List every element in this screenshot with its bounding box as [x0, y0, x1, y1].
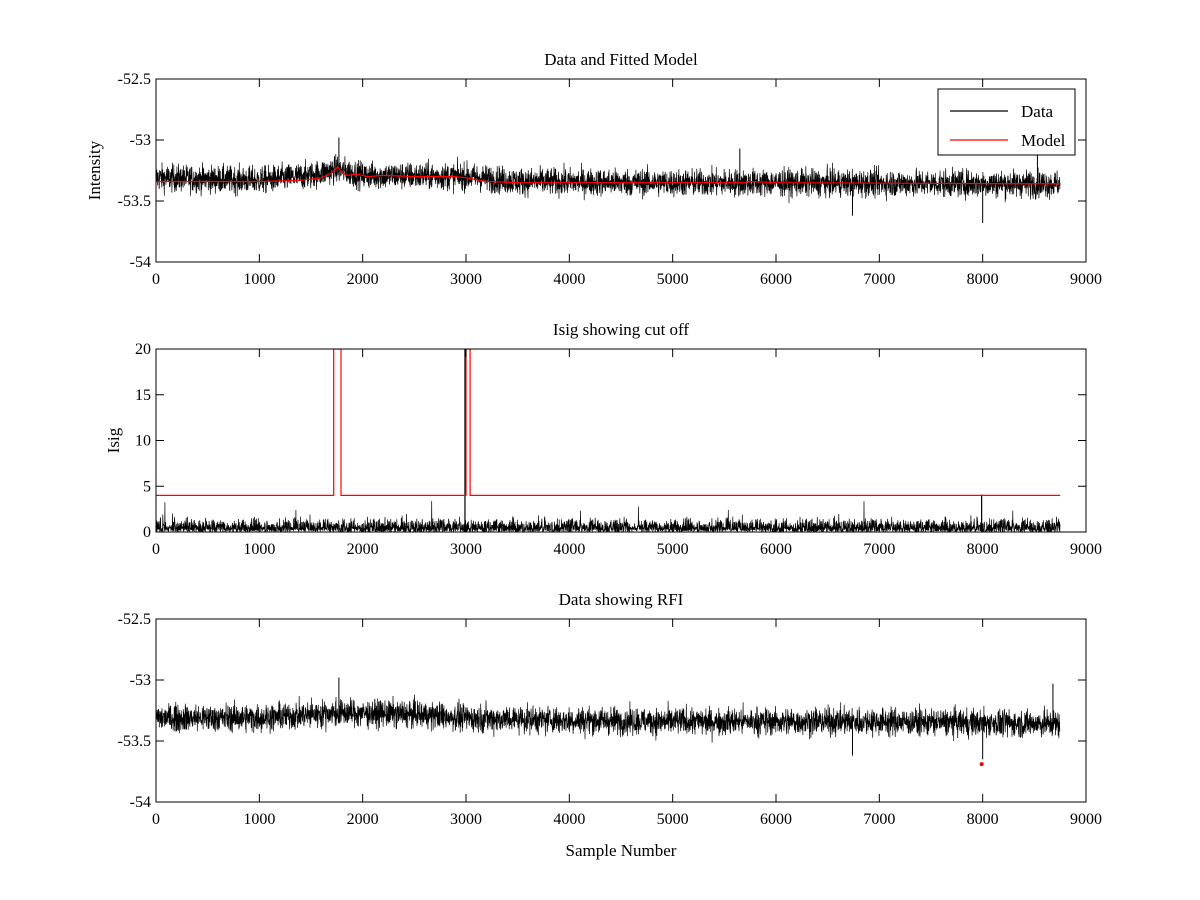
x-tick-label: 3000: [450, 811, 482, 828]
y-tick-label: 20: [135, 341, 151, 358]
x-tick-label: 1000: [243, 811, 275, 828]
y-tick-label: -53: [130, 132, 151, 149]
x-tick-label: 8000: [967, 811, 999, 828]
x-tick-label: 9000: [1070, 541, 1102, 558]
x-tick-label: 6000: [760, 811, 792, 828]
x-tick-label: 2000: [347, 811, 379, 828]
x-tick-label: 9000: [1070, 811, 1102, 828]
x-tick-label: 5000: [657, 541, 689, 558]
y-tick-label: -54: [130, 794, 151, 811]
y-tick-label: 5: [143, 478, 151, 495]
x-axis-label: Sample Number: [566, 841, 677, 860]
x-tick-label: 9000: [1070, 271, 1102, 288]
rfi-point: [979, 762, 984, 767]
axes-frame: [155, 78, 1087, 263]
x-tick-label: 6000: [760, 271, 792, 288]
legend-label-model: Model: [1021, 131, 1066, 150]
chart-title: Data and Fitted Model: [544, 50, 698, 69]
plot-area: [156, 677, 1061, 767]
x-tick-label: 1000: [243, 271, 275, 288]
x-tick-label: 0: [152, 271, 160, 288]
data-line: [156, 694, 1061, 743]
y-tick-label: -53: [130, 672, 151, 689]
x-tick-label: 4000: [553, 811, 585, 828]
top-panel: 0 1000 2000 3000 4000 5000 6000 7000 8000 9000 -54…: [85, 50, 1102, 288]
legend-label-data: Data: [1021, 102, 1054, 121]
y-tick-label: -53.5: [118, 193, 151, 210]
x-tick-label: 7000: [863, 271, 895, 288]
y-tick-label: 10: [135, 433, 151, 450]
middle-panel: 0 1000 2000 3000 4000 5000 6000 7000 8000 9000 0 5 1…: [104, 320, 1102, 558]
y-tick-label: -52.5: [118, 71, 151, 88]
axes-frame: [155, 618, 1087, 803]
x-tick-label: 3000: [450, 271, 482, 288]
data-line: [156, 153, 1061, 204]
x-tick-label: 0: [152, 811, 160, 828]
y-tick-label: -53.5: [118, 733, 151, 750]
bottom-panel: 0 1000 2000 3000 4000 5000 6000 7000 8000 9000 -54…: [118, 590, 1102, 860]
y-tick-label: 15: [135, 387, 151, 404]
chart-title: Isig showing cut off: [553, 320, 689, 339]
x-tick-label: 5000: [657, 811, 689, 828]
x-tick-label: 5000: [657, 271, 689, 288]
y-tick-label: 0: [143, 524, 151, 541]
x-tick-label: 7000: [863, 541, 895, 558]
x-tick-label: 2000: [347, 541, 379, 558]
plot-area: [156, 137, 1061, 223]
x-tick-label: 1000: [243, 541, 275, 558]
x-tick-label: 0: [152, 541, 160, 558]
cutoff-line: [156, 349, 1061, 496]
x-tick-label: 6000: [760, 541, 792, 558]
x-tick-label: 2000: [347, 271, 379, 288]
y-tick-label: -52.5: [118, 611, 151, 628]
y-axis-label: Intensity: [85, 140, 104, 200]
x-tick-label: 7000: [863, 811, 895, 828]
isig-line: [156, 501, 1061, 532]
x-tick-label: 4000: [553, 271, 585, 288]
x-tick-label: 4000: [553, 541, 585, 558]
x-tick-label: 3000: [450, 541, 482, 558]
y-axis-label: Isig: [104, 427, 123, 453]
x-tick-label: 8000: [967, 541, 999, 558]
model-line: [156, 165, 1061, 185]
x-tick-label: 8000: [967, 271, 999, 288]
plot-area: [156, 349, 1061, 532]
y-tick-label: -54: [130, 254, 151, 271]
legend: Data Model: [937, 88, 1076, 156]
chart-title: Data showing RFI: [559, 590, 684, 609]
legend-box: [937, 88, 1076, 156]
